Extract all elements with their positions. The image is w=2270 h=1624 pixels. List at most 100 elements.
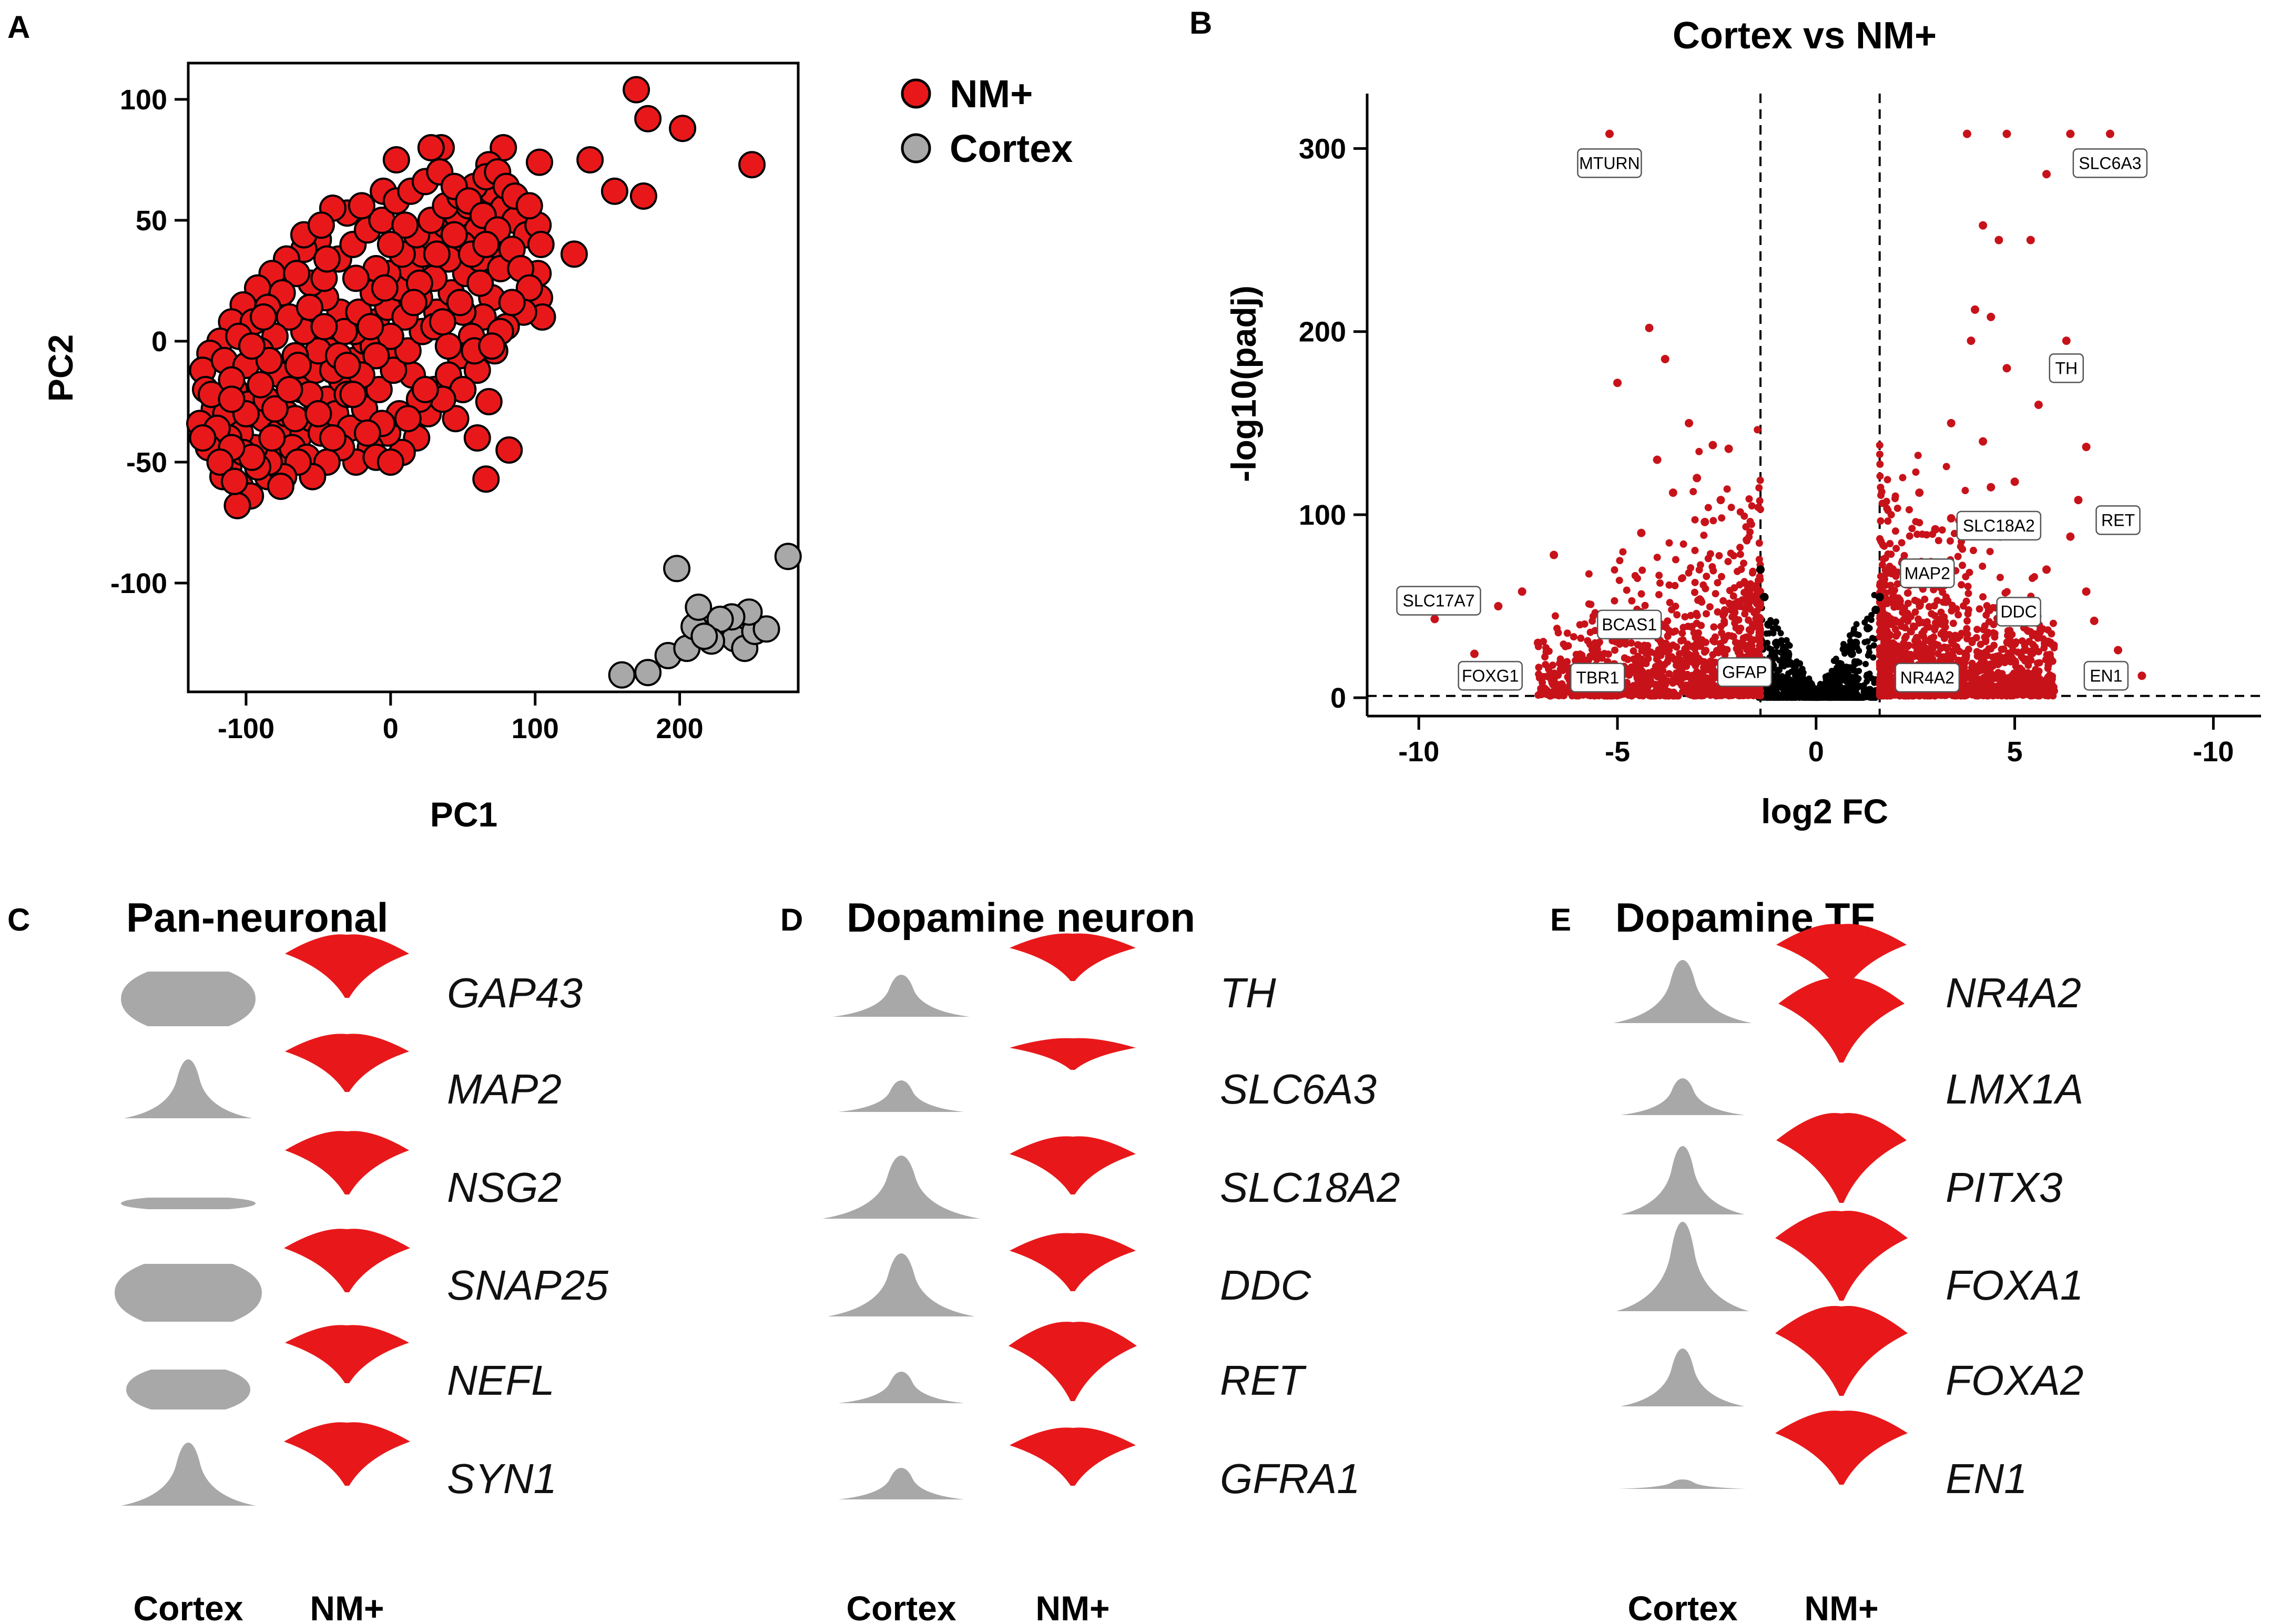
violin-nm xyxy=(1775,1210,1908,1301)
pca-point-nm xyxy=(206,448,234,476)
volcano-point-sig xyxy=(1700,532,1708,539)
volcano-point-sig xyxy=(1994,236,2003,244)
volcano-point-sig xyxy=(1949,652,1957,660)
violin-cortex xyxy=(828,1253,975,1316)
volcano-point-sig xyxy=(1882,678,1890,686)
volcano-point-sig xyxy=(2082,587,2091,596)
gene-label-box xyxy=(2072,148,2148,178)
volcano-y-axis-title: -log10(padj) xyxy=(1224,285,1263,482)
volcano-point-sig xyxy=(1717,622,1725,630)
volcano-point-sig xyxy=(1990,620,1998,628)
gene-label-text: MAP2 xyxy=(1905,564,1950,583)
volcano-point-sig xyxy=(1877,517,1885,525)
volcano-point-sig xyxy=(1708,563,1716,570)
volcano-point-ns xyxy=(1836,693,1843,700)
pca-point-nm xyxy=(472,231,500,258)
volcano-point-sig xyxy=(1591,639,1599,647)
volcano-point-sig xyxy=(1959,684,1967,692)
volcano-point-sig xyxy=(1964,606,1972,614)
volcano-point-sig xyxy=(1931,525,1940,534)
volcano-point-sig xyxy=(1675,650,1683,658)
pca-x-tick-label: 200 xyxy=(656,713,704,744)
volcano-point-sig xyxy=(2022,655,2030,663)
pca-point-nm xyxy=(623,76,650,104)
volcano-point-sig xyxy=(1719,597,1727,605)
violin-nm xyxy=(1010,1038,1136,1070)
volcano-point-sig xyxy=(1689,488,1697,496)
volcano-point-sig xyxy=(2044,637,2052,645)
volcano-y-tick-label: 0 xyxy=(1330,682,1346,714)
volcano-point-ns xyxy=(1785,641,1791,648)
volcano-point-sig xyxy=(1963,617,1971,625)
gene-label-box xyxy=(1900,558,1955,588)
gene-label-text: FOXG1 xyxy=(1462,666,1519,685)
volcano-point-sig xyxy=(1579,691,1587,699)
violin-cortex xyxy=(124,1059,252,1118)
volcano-point-sig xyxy=(1690,629,1698,637)
violin-cortex xyxy=(822,1156,980,1219)
violin-nm xyxy=(285,1325,409,1383)
volcano-point-sig xyxy=(2020,647,2028,655)
volcano-point-sig xyxy=(1623,586,1631,594)
volcano-point-sig xyxy=(1556,666,1564,673)
pca-point-nm xyxy=(220,467,248,495)
volcano-point-sig xyxy=(1720,636,1728,644)
volcano-point-sig xyxy=(1714,608,1722,616)
volcano-point-sig xyxy=(1967,336,1976,345)
pca-point-nm xyxy=(380,356,408,384)
volcano-point-sig xyxy=(1545,647,1553,655)
gene-name: DDC xyxy=(1220,1262,1312,1309)
pca-point-nm xyxy=(313,245,341,273)
volcano-point-sig xyxy=(2047,690,2054,698)
volcano-point-sig xyxy=(1884,507,1892,515)
volcano-point-sig xyxy=(1943,644,1951,651)
volcano-point-sig xyxy=(1691,588,1698,596)
violin-nm xyxy=(1776,924,1907,993)
volcano-point-sig xyxy=(1695,691,1703,699)
pca-point-nm xyxy=(304,400,332,427)
volcano-point-sig xyxy=(1587,600,1595,608)
pca-y-tick-label: -100 xyxy=(110,568,167,599)
volcano-point-sig xyxy=(1714,649,1722,657)
volcano-point-sig xyxy=(1691,578,1699,586)
volcano-point-sig xyxy=(1964,589,1972,597)
pca-point-cortex xyxy=(690,622,718,650)
volcano-gene-label: RET xyxy=(2095,505,2141,535)
volcano-point-ns xyxy=(1845,679,1851,686)
volcano-title: Cortex vs NM+ xyxy=(1673,15,1937,57)
volcano-point-sig xyxy=(1621,654,1628,662)
volcano-point-sig xyxy=(1878,604,1886,612)
volcano-point-sig xyxy=(1617,638,1625,646)
violin-panel-title: Dopamine neuron xyxy=(847,894,1195,941)
volcano-point-sig xyxy=(1979,221,1988,230)
volcano-point-sig xyxy=(1731,600,1738,608)
volcano-point-sig xyxy=(2000,683,2008,691)
volcano-point-sig xyxy=(1955,611,1962,619)
volcano-point-sig xyxy=(1535,663,1543,671)
volcano-point-sig xyxy=(1959,545,1967,553)
volcano-point-sig xyxy=(1922,637,1930,645)
pca-point-nm xyxy=(223,492,251,519)
volcano-point-sig xyxy=(1928,610,1936,618)
volcano-point-sig xyxy=(1748,651,1756,659)
pca-point-nm xyxy=(342,264,370,292)
volcano-point-sig xyxy=(1987,312,1996,321)
pca-point-nm xyxy=(495,436,523,464)
volcano-point-sig xyxy=(1665,670,1673,678)
volcano-point-sig xyxy=(1947,514,1956,523)
volcano-point-sig xyxy=(1749,636,1757,644)
volcano-point-sig xyxy=(1747,520,1755,528)
volcano-point-sig xyxy=(1655,690,1663,698)
volcano-point-sig xyxy=(1727,549,1735,557)
volcano-point-sig xyxy=(1746,605,1754,613)
volcano-point-sig xyxy=(1585,570,1593,578)
volcano-point-sig xyxy=(1719,611,1727,619)
volcano-axes: -10 -5 0 5 -10 0 100 200 300 xyxy=(1299,133,2234,768)
gene-label-box xyxy=(1956,510,2042,541)
volcano-point-sig xyxy=(1652,650,1660,658)
violin-nm xyxy=(1010,1136,1136,1194)
volcano-point-sig xyxy=(1553,625,1561,632)
volcano-point-ns xyxy=(1775,625,1782,632)
volcano-point-sig xyxy=(1637,528,1646,537)
volcano-point-sig xyxy=(1971,684,1979,692)
